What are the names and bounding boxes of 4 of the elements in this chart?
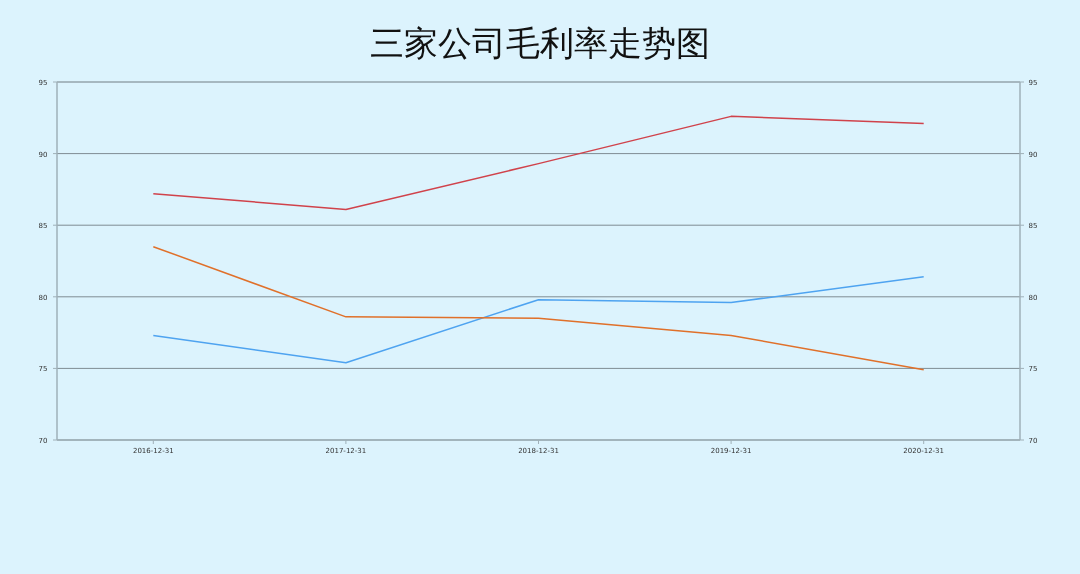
line-series bbox=[152, 115, 925, 211]
line-series bbox=[152, 276, 925, 364]
chart-title: 三家公司毛利率走势图 bbox=[370, 23, 710, 63]
line-series bbox=[152, 245, 925, 371]
